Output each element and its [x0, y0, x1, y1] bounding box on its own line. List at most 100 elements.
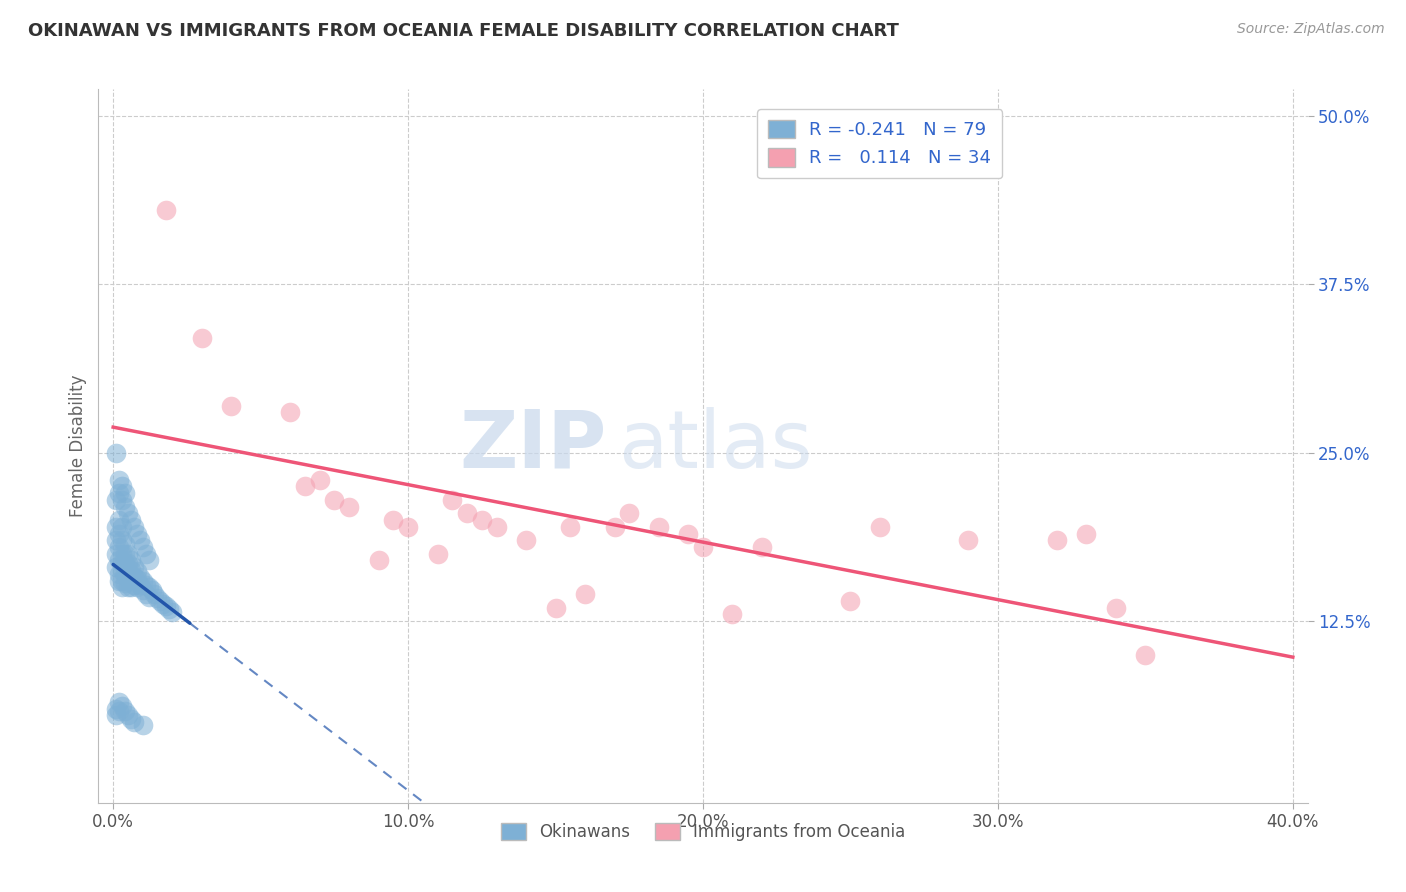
Point [138, 553, 160, 567]
Point [337, 500, 360, 514]
Point [143, 587, 166, 601]
Point [105, 446, 128, 460]
Y-axis label: Female Disability: Female Disability [69, 375, 87, 517]
Point [120, 563, 142, 577]
Point [131, 583, 153, 598]
Point [105, 701, 128, 715]
Point [485, 520, 508, 534]
Point [131, 717, 153, 731]
Point [105, 547, 128, 561]
Point [117, 506, 139, 520]
Point [456, 506, 478, 520]
Point [120, 513, 142, 527]
Point [125, 564, 148, 578]
Point [108, 526, 131, 541]
Point [114, 556, 136, 570]
Point [1046, 533, 1069, 548]
Point [648, 520, 671, 534]
Point [108, 574, 131, 588]
Point [128, 533, 150, 548]
Point [152, 597, 174, 611]
Point [141, 583, 163, 598]
Point [125, 580, 148, 594]
Point [560, 520, 582, 534]
Point [114, 486, 136, 500]
Point [120, 580, 142, 594]
Point [108, 704, 131, 718]
Point [441, 492, 464, 507]
Point [839, 594, 862, 608]
Point [105, 533, 128, 548]
Point [131, 540, 153, 554]
Point [157, 602, 180, 616]
Point [308, 473, 330, 487]
Point [111, 556, 134, 570]
Point [323, 492, 346, 507]
Point [692, 540, 714, 554]
Point [114, 566, 136, 581]
Text: atlas: atlas [619, 407, 813, 485]
Point [111, 492, 134, 507]
Point [122, 714, 145, 729]
Point [122, 520, 145, 534]
Point [160, 605, 183, 619]
Point [111, 547, 134, 561]
Text: ZIP: ZIP [458, 407, 606, 485]
Point [114, 547, 136, 561]
Point [117, 580, 139, 594]
Point [108, 486, 131, 500]
Point [396, 520, 419, 534]
Point [111, 574, 134, 588]
Point [149, 594, 172, 608]
Point [117, 556, 139, 570]
Point [117, 547, 139, 561]
Point [117, 708, 139, 723]
Point [155, 203, 177, 218]
Point [111, 533, 134, 548]
Point [111, 564, 134, 578]
Point [574, 587, 596, 601]
Point [869, 520, 891, 534]
Point [122, 569, 145, 583]
Point [108, 513, 131, 527]
Point [471, 513, 494, 527]
Point [111, 698, 134, 713]
Point [278, 405, 301, 419]
Point [117, 572, 139, 586]
Point [1105, 600, 1128, 615]
Point [111, 479, 134, 493]
Point [544, 600, 567, 615]
Point [367, 553, 389, 567]
Point [111, 580, 134, 594]
Point [108, 566, 131, 581]
Point [117, 564, 139, 578]
Point [515, 533, 537, 548]
Point [135, 587, 157, 601]
Point [619, 506, 641, 520]
Point [105, 708, 128, 723]
Point [125, 572, 148, 586]
Point [294, 479, 316, 493]
Point [219, 399, 242, 413]
Point [114, 704, 136, 718]
Point [1135, 648, 1157, 662]
Point [108, 540, 131, 554]
Point [114, 576, 136, 591]
Point [125, 526, 148, 541]
Point [120, 712, 142, 726]
Point [105, 560, 128, 574]
Point [135, 577, 157, 591]
Point [190, 331, 212, 345]
Point [426, 547, 449, 561]
Point [138, 590, 160, 604]
Point [721, 607, 744, 622]
Point [108, 553, 131, 567]
Point [120, 571, 142, 585]
Point [135, 547, 157, 561]
Point [131, 574, 153, 588]
Point [382, 513, 405, 527]
Point [128, 577, 150, 591]
Point [122, 560, 145, 574]
Text: Source: ZipAtlas.com: Source: ZipAtlas.com [1237, 22, 1385, 37]
Point [128, 569, 150, 583]
